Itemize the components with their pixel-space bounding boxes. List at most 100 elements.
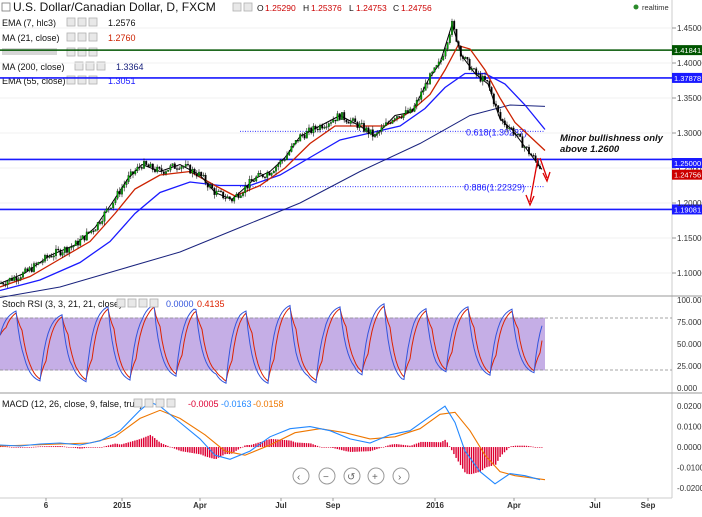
ma200-remove-icon[interactable] bbox=[96, 61, 106, 71]
candle-body bbox=[231, 198, 233, 202]
ema55-settings-icon[interactable] bbox=[66, 75, 76, 85]
macd-histogram-bar bbox=[510, 446, 512, 448]
zoom-out-button[interactable] bbox=[318, 467, 336, 485]
candle-body bbox=[371, 129, 374, 137]
macd-histogram-bar bbox=[79, 447, 81, 449]
candle-body bbox=[123, 184, 126, 188]
macd-histogram-bar bbox=[283, 439, 286, 448]
macd-tick-label: -0.0200 bbox=[677, 484, 702, 493]
macd-histogram-bar bbox=[246, 445, 248, 448]
candle-body bbox=[464, 57, 467, 59]
candle-body bbox=[407, 110, 409, 113]
hidden-indicator-settings-icon[interactable] bbox=[66, 47, 76, 57]
scroll-right-button[interactable] bbox=[392, 467, 410, 485]
macd-histogram-bar bbox=[294, 442, 297, 448]
candle-body bbox=[431, 71, 434, 74]
candle-body bbox=[396, 116, 398, 119]
ema55-remove-icon[interactable] bbox=[88, 75, 98, 85]
collapse-toggle-icon[interactable] bbox=[1, 2, 11, 12]
macd-histogram-bar bbox=[367, 447, 369, 452]
candle-body bbox=[389, 122, 392, 124]
macd-histogram-bar bbox=[473, 447, 475, 474]
candle-body bbox=[283, 159, 286, 161]
macd-histogram-bar bbox=[167, 445, 169, 448]
stoch-rsi-axis: 100.00 75.000 50.000 25.000 0.000 bbox=[677, 296, 702, 393]
ema55-hide-icon[interactable] bbox=[77, 75, 87, 85]
candle-body bbox=[77, 240, 79, 246]
hide-icon[interactable] bbox=[243, 2, 253, 12]
ma21-hide-icon[interactable] bbox=[77, 32, 87, 42]
macd-hide-icon[interactable] bbox=[144, 398, 154, 408]
macd-histogram-bar bbox=[220, 447, 222, 457]
candle-body bbox=[521, 136, 524, 148]
stoch-more-icon[interactable] bbox=[149, 298, 159, 308]
date-axis: 6 2015 Apr Jul Sep 2016 Apr Jul Sep bbox=[44, 498, 655, 510]
horizontal-levels[interactable]: 1.41841 1.37878 1.19081 bbox=[0, 45, 702, 215]
macd-histogram-bar bbox=[127, 442, 129, 448]
hidden-indicator-remove-icon[interactable] bbox=[88, 47, 98, 57]
candle-body bbox=[444, 48, 447, 57]
macd-histogram-bar bbox=[176, 447, 178, 450]
stoch-rsi-d-series bbox=[0, 305, 543, 383]
ema7-remove-icon[interactable] bbox=[88, 17, 98, 27]
macd-histogram-bar bbox=[411, 445, 413, 448]
reset-button[interactable] bbox=[343, 467, 361, 485]
candle-body bbox=[261, 174, 264, 178]
candle-body bbox=[503, 120, 506, 126]
macd-histogram-bar bbox=[52, 446, 55, 448]
candle-body bbox=[28, 267, 31, 272]
ma200-hide-icon[interactable] bbox=[85, 61, 95, 71]
macd-remove-icon[interactable] bbox=[155, 398, 165, 408]
macd-histogram-bar bbox=[255, 443, 257, 448]
ema7-hide-icon[interactable] bbox=[77, 17, 87, 27]
macd-histogram-bar bbox=[319, 446, 321, 448]
candle-body bbox=[530, 153, 533, 156]
candle-body bbox=[226, 196, 229, 199]
ema7-settings-icon[interactable] bbox=[66, 17, 76, 27]
fibonacci-levels[interactable]: 0.618(1.30237) 0.886(1.22329) bbox=[240, 127, 545, 193]
macd-more-icon[interactable] bbox=[166, 398, 176, 408]
ma200-settings-icon[interactable] bbox=[74, 61, 84, 71]
candle-body bbox=[376, 132, 379, 135]
macd-histogram-bar bbox=[215, 447, 217, 459]
settings-icon[interactable] bbox=[232, 2, 242, 12]
macd-histogram-bar bbox=[90, 447, 92, 448]
ma21-settings-icon[interactable] bbox=[66, 32, 76, 42]
realtime-dot-icon bbox=[633, 4, 639, 10]
date-tick-label: Sep bbox=[326, 501, 341, 510]
candle-body bbox=[118, 190, 121, 195]
macd-histogram-bar bbox=[105, 445, 107, 448]
stoch-settings-icon[interactable] bbox=[116, 298, 126, 308]
candle-body bbox=[162, 171, 165, 174]
ohlc-low-value: 1.24753 bbox=[356, 3, 387, 13]
stoch-hide-icon[interactable] bbox=[127, 298, 137, 308]
annotation[interactable]: Minor bullishness only above 1.2600 bbox=[525, 133, 664, 207]
macd-hist-value: -0.0005 bbox=[188, 399, 219, 409]
candle-body bbox=[83, 235, 86, 241]
candle-body bbox=[217, 190, 220, 192]
hidden-indicator-hide-icon[interactable] bbox=[77, 47, 87, 57]
macd-histogram-bar bbox=[55, 446, 57, 448]
ma21-remove-icon[interactable] bbox=[88, 32, 98, 42]
macd-settings-icon[interactable] bbox=[133, 398, 143, 408]
macd-histogram-bar bbox=[140, 438, 143, 448]
macd-histogram-bar bbox=[26, 447, 28, 448]
hidden-indicator-placeholder bbox=[2, 48, 57, 55]
candle-body bbox=[477, 73, 480, 75]
candle-body bbox=[246, 185, 249, 189]
stoch-remove-icon[interactable] bbox=[138, 298, 148, 308]
macd-histogram-bar bbox=[182, 447, 184, 452]
scroll-left-button[interactable] bbox=[292, 467, 310, 485]
macd-histogram-bar bbox=[499, 447, 501, 457]
zoom-in-button[interactable] bbox=[367, 467, 385, 485]
macd-histogram-bar bbox=[147, 435, 149, 448]
macd-histogram-bar bbox=[72, 447, 74, 448]
macd-axis: 0.0200 0.0100 0.0000 -0.0100 -0.0200 bbox=[677, 402, 702, 493]
macd-histogram-bar bbox=[413, 444, 415, 448]
level-label-badge bbox=[672, 72, 702, 83]
candle-body bbox=[85, 231, 88, 241]
candle-body bbox=[455, 29, 458, 42]
candle-body bbox=[22, 272, 24, 278]
macd-histogram-bar bbox=[107, 445, 110, 448]
